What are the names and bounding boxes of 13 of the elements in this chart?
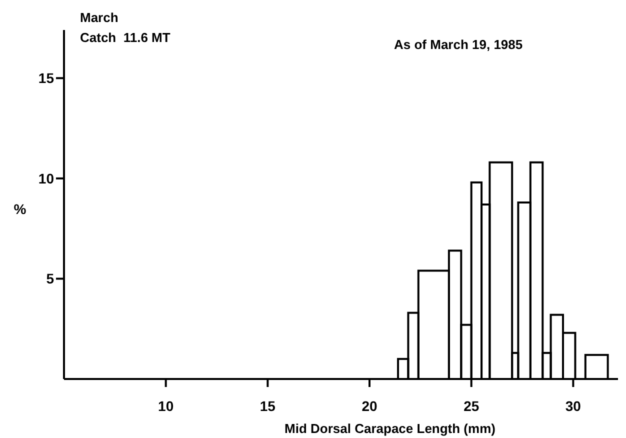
y-tick-label: 10	[38, 170, 54, 186]
x-tick-label: 15	[260, 398, 276, 414]
y-axis-title: %	[14, 201, 27, 217]
x-tick-label: 20	[362, 398, 378, 414]
x-tick-label: 25	[464, 398, 480, 414]
annotation: Catch 11.6 MT	[80, 30, 170, 45]
annotation: As of March 19, 1985	[394, 37, 523, 52]
x-tick-label: 30	[565, 398, 582, 414]
y-tick-label: 5	[46, 270, 54, 287]
x-tick-label: 10	[158, 398, 174, 414]
x-axis-title: Mid Dorsal Carapace Length (mm)	[284, 421, 496, 436]
text: March	[80, 10, 118, 25]
y-tick-label: 15	[38, 70, 54, 86]
